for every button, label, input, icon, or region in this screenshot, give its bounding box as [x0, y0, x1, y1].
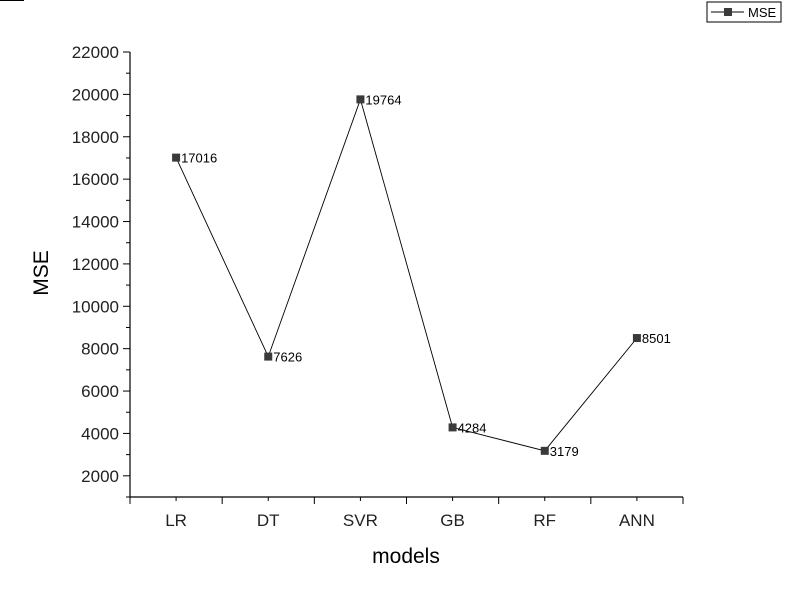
y-tick-label: 20000: [72, 85, 119, 104]
y-tick-group: 2000 4000 6000 8000 10000 12000 14000 16000 1800…: [72, 43, 130, 498]
x-tick-label: RF: [533, 511, 556, 530]
corner-mark: [0, 0, 24, 4]
y-tick-label: 12000: [72, 255, 119, 274]
y-tick-label: 8000: [81, 340, 119, 359]
y-tick-label: 14000: [72, 213, 119, 232]
y-tick-label: 4000: [81, 424, 119, 443]
legend-series-name: MSE: [748, 5, 777, 20]
x-tick-label: DT: [257, 511, 280, 530]
x-axis-label: models: [372, 545, 440, 568]
x-tick-label: SVR: [343, 511, 378, 530]
axes: [129, 52, 683, 498]
data-label: 3179: [550, 444, 579, 459]
data-point: [264, 352, 273, 361]
y-tick-label: 18000: [72, 128, 119, 147]
data-point: [632, 334, 641, 343]
y-axis-label: MSE: [30, 250, 53, 296]
x-tick-group: LR DT SVR GB RF ANN: [129, 497, 684, 530]
data-label: 19764: [365, 92, 401, 107]
legend: MSE: [706, 1, 782, 23]
data-label: 4284: [458, 420, 487, 435]
x-tick-label: ANN: [619, 511, 655, 530]
y-tick-label: 16000: [72, 170, 119, 189]
series-group: 17016 7626 19764 4284 3179 8501: [172, 92, 671, 459]
y-tick-label: 22000: [72, 43, 119, 62]
data-point: [172, 153, 181, 162]
y-tick-label: 10000: [72, 297, 119, 316]
data-point: [356, 95, 365, 104]
data-label: 7626: [273, 350, 302, 365]
data-point: [448, 423, 457, 432]
x-tick-label: GB: [440, 511, 465, 530]
legend-marker: [724, 8, 732, 16]
data-point: [540, 446, 549, 455]
data-label: 17016: [181, 151, 217, 166]
x-tick-label: LR: [165, 511, 187, 530]
series-line: [175, 97, 638, 452]
y-tick-label: 6000: [81, 382, 119, 401]
data-label: 8501: [642, 331, 671, 346]
y-tick-label: 2000: [81, 467, 119, 486]
